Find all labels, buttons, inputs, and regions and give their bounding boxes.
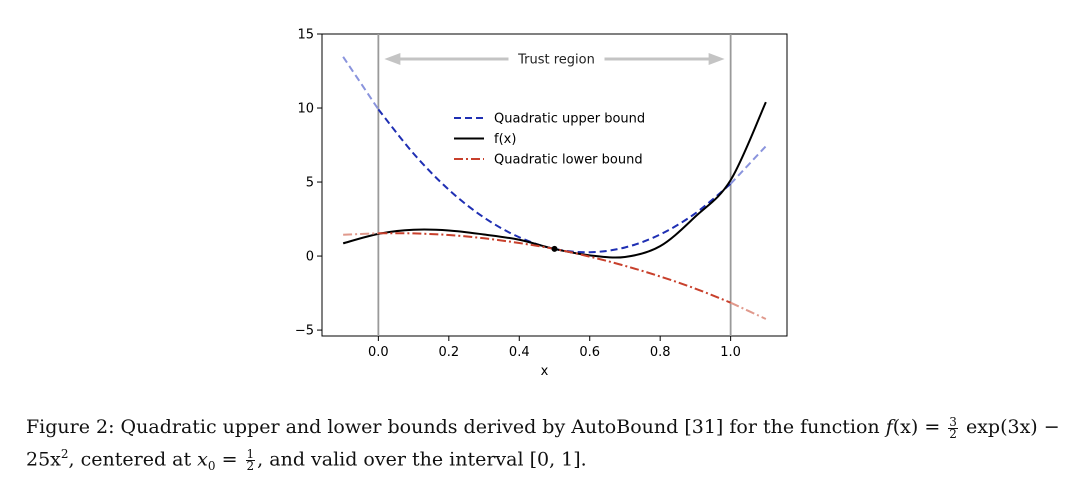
caption-eq: = [215, 448, 244, 471]
x-tick-label: 0.4 [509, 345, 530, 360]
x-tick-label: 0.2 [438, 345, 459, 360]
series-line-quadratic-lower-bound-main [378, 232, 732, 304]
plot-area: 0.0 0.2 0.4 0.6 0.8 1.0 −5 0 5 10 15 x Trust region Q… [295, 28, 788, 379]
legend-label: Quadratic upper bound [494, 112, 645, 127]
caption-f-rhs: exp(3x) − [959, 416, 1060, 438]
series-line-quadratic-upper-bound-main [377, 108, 732, 254]
half-num: 1 [245, 446, 256, 461]
caption-f-arg: (x) = [892, 416, 947, 438]
caption-line2-a: 25x [26, 448, 61, 471]
series-line-quadratic-upper-bound-faded-right [729, 145, 767, 185]
caption-f: f [885, 416, 893, 438]
x-tick-label: 0.6 [579, 345, 600, 360]
frac-num: 3 [948, 414, 958, 429]
trust-region-arrowhead-left [384, 53, 401, 65]
x-tick-label: 1.0 [720, 345, 741, 360]
x-tick-label: 0.8 [650, 345, 671, 360]
x-tick-label: 0.0 [368, 345, 389, 360]
series-line-quadratic-upper-bound-faded-left [342, 56, 380, 110]
y-tick-label: 10 [297, 102, 314, 117]
trust-region-arrowhead-right [708, 53, 725, 65]
center-point-marker [551, 245, 558, 252]
frac-den: 2 [949, 426, 957, 441]
figure-caption: Figure 2: Quadratic upper and lower boun… [26, 414, 1066, 480]
series-line-quadratic-lower-bound-faded-left [343, 232, 379, 236]
figure-chart: 0.0 0.2 0.4 0.6 0.8 1.0 −5 0 5 10 15 x Trust region Q… [295, 28, 788, 379]
caption-prefix: Figure 2: Quadratic upper and lower boun… [26, 416, 886, 438]
legend-label: f(x) [494, 132, 516, 147]
caption-line2-sup: 2 [60, 447, 69, 461]
caption-line2-b: , centered at [68, 448, 198, 471]
caption-tail: , and valid over the interval [0, 1]. [257, 448, 587, 471]
legend-label: Quadratic lower bound [494, 153, 643, 168]
y-tick-label: 0 [306, 250, 314, 265]
x-axis-label: x [541, 364, 549, 379]
y-tick-label: −5 [295, 324, 314, 339]
y-tick-label: 15 [297, 28, 314, 43]
series-line-quadratic-lower-bound-faded-right [730, 301, 767, 320]
caption-x0-sub: 0 [207, 459, 216, 474]
trust-region-label: Trust region [517, 53, 595, 68]
half-den: 2 [246, 458, 255, 473]
caption-x0: x [197, 448, 208, 471]
axes-frame [321, 33, 788, 337]
y-tick-label: 5 [306, 176, 314, 191]
